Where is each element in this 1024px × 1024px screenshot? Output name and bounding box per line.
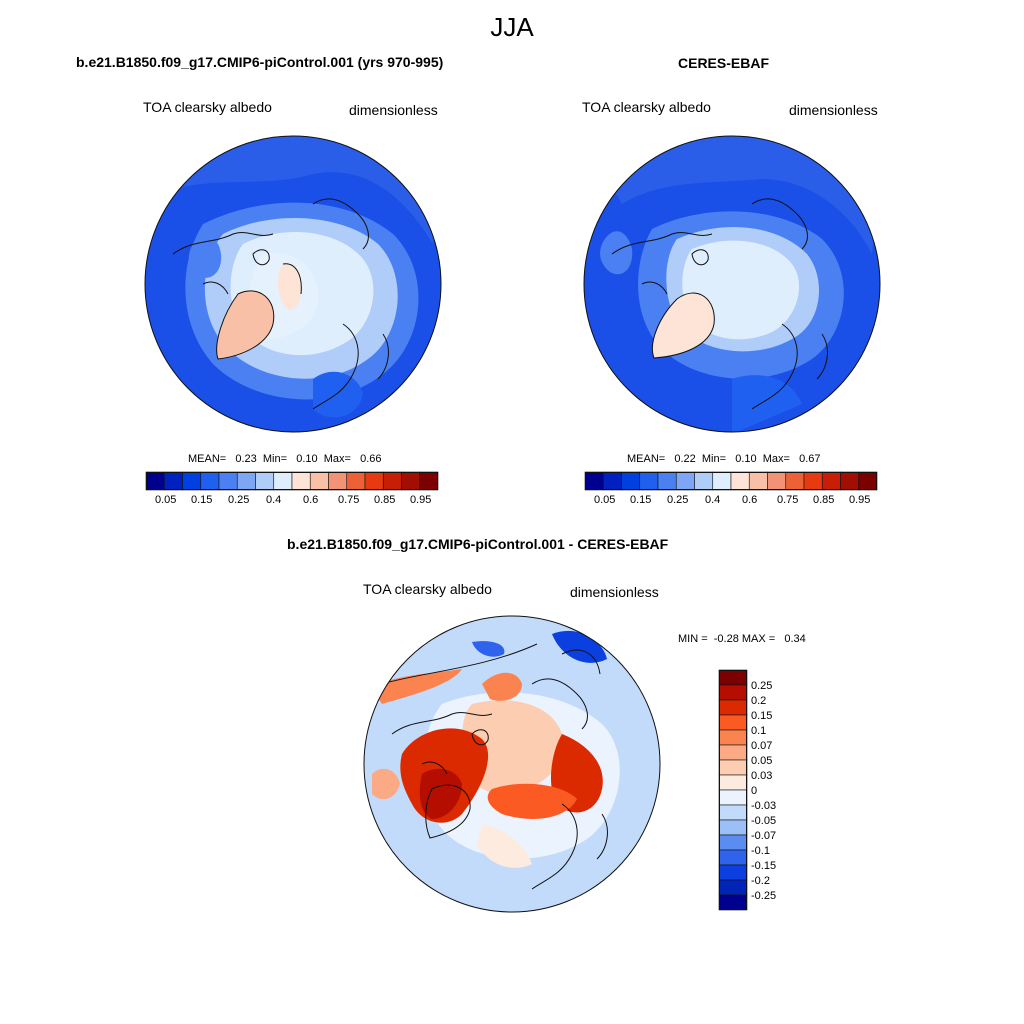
- colorbar-swatch: [401, 471, 421, 491]
- colorbar-swatch: [382, 471, 402, 491]
- colorbar-tick-model-3: 0.4: [266, 494, 282, 506]
- colorbar-tick-diff-11: -0.1: [751, 845, 770, 857]
- colorbar-swatch: [675, 471, 695, 491]
- colorbar-tick-obs-0: 0.05: [594, 494, 616, 506]
- colorbar-swatch: [840, 471, 860, 491]
- colorbar-swatch: [639, 471, 659, 491]
- colorbar-swatch: [718, 879, 748, 896]
- colorbar-swatch: [346, 471, 366, 491]
- colorbar-tick-diff-9: -0.05: [751, 815, 777, 827]
- colorbar-tick-model-1: 0.15: [191, 494, 213, 506]
- colorbar-tick-obs-1: 0.15: [630, 494, 652, 506]
- colorbar-swatch: [419, 471, 439, 491]
- colorbar-swatch: [255, 471, 275, 491]
- colorbar-tick-obs-7: 0.95: [849, 494, 871, 506]
- panel-title-model: b.e21.B1850.f09_g17.CMIP6-piControl.001 …: [76, 54, 444, 70]
- field-label-diff: TOA clearsky albedo: [363, 581, 492, 597]
- colorbar-swatch: [328, 471, 348, 491]
- colorbar-swatch: [785, 471, 805, 491]
- colorbar-diff: [718, 669, 748, 911]
- colorbar-swatch: [858, 471, 878, 491]
- colorbar-swatch: [767, 471, 787, 491]
- colorbar-swatch: [584, 471, 604, 491]
- colorbar-swatch: [803, 471, 823, 491]
- colorbar-swatch: [200, 471, 220, 491]
- colorbar-tick-diff-12: -0.15: [751, 860, 777, 872]
- colorbar-swatch: [718, 684, 748, 701]
- units-label-diff: dimensionless: [570, 584, 659, 600]
- colorbar-swatch: [145, 471, 165, 491]
- colorbar-tick-diff-10: -0.07: [751, 830, 777, 842]
- colorbar-tick-diff-5: 0.05: [751, 755, 773, 767]
- units-label-obs: dimensionless: [789, 102, 878, 118]
- colorbar-tick-obs-6: 0.85: [813, 494, 835, 506]
- colorbar-obs: [584, 471, 878, 491]
- colorbar-tick-diff-1: 0.2: [751, 695, 767, 707]
- colorbar-tick-model-5: 0.75: [338, 494, 360, 506]
- polar-map-obs: [583, 135, 881, 433]
- colorbar-tick-diff-6: 0.03: [751, 770, 773, 782]
- colorbar-swatch: [718, 729, 748, 746]
- page-title: JJA: [490, 12, 534, 42]
- colorbar-tick-diff-14: -0.25: [751, 890, 777, 902]
- colorbar-model: [145, 471, 439, 491]
- stats-text-model: MEAN= 0.23 Min= 0.10 Max= 0.66: [188, 453, 382, 465]
- colorbar-swatch: [718, 804, 748, 821]
- polar-map-model: [144, 135, 442, 433]
- colorbar-tick-diff-2: 0.15: [751, 710, 773, 722]
- polar-map-diff: [363, 615, 661, 913]
- colorbar-swatch: [602, 471, 622, 491]
- colorbar-swatch: [718, 834, 748, 851]
- colorbar-swatch: [218, 471, 238, 491]
- colorbar-tick-diff-13: -0.2: [751, 875, 770, 887]
- colorbar-swatch: [718, 699, 748, 716]
- colorbar-swatch: [291, 471, 311, 491]
- colorbar-swatch: [364, 471, 384, 491]
- colorbar-swatch: [730, 471, 750, 491]
- colorbar-tick-model-7: 0.95: [410, 494, 432, 506]
- colorbar-tick-diff-4: 0.07: [751, 740, 773, 752]
- colorbar-swatch: [748, 471, 768, 491]
- colorbar-tick-model-2: 0.25: [228, 494, 250, 506]
- colorbar-swatch: [718, 744, 748, 761]
- colorbar-swatch: [694, 471, 714, 491]
- colorbar-swatch: [718, 789, 748, 806]
- panel-title-obs: CERES-EBAF: [678, 55, 770, 71]
- panel-title-diff: b.e21.B1850.f09_g17.CMIP6-piControl.001 …: [287, 536, 669, 552]
- stats-text-obs: MEAN= 0.22 Min= 0.10 Max= 0.67: [627, 453, 821, 465]
- field-label-obs: TOA clearsky albedo: [582, 99, 711, 115]
- colorbar-swatch: [718, 669, 748, 686]
- colorbar-swatch: [718, 864, 748, 881]
- colorbar-swatch: [718, 819, 748, 836]
- colorbar-swatch: [309, 471, 329, 491]
- colorbar-tick-model-4: 0.6: [303, 494, 319, 506]
- colorbar-tick-obs-2: 0.25: [667, 494, 689, 506]
- colorbar-tick-diff-0: 0.25: [751, 680, 773, 692]
- colorbar-swatch: [718, 714, 748, 731]
- colorbar-swatch: [657, 471, 677, 491]
- colorbar-swatch: [718, 894, 748, 911]
- colorbar-swatch: [718, 849, 748, 866]
- colorbar-swatch: [163, 471, 183, 491]
- colorbar-tick-model-0: 0.05: [155, 494, 177, 506]
- colorbar-swatch: [718, 774, 748, 791]
- colorbar-swatch: [718, 759, 748, 776]
- colorbar-swatch: [236, 471, 256, 491]
- colorbar-swatch: [621, 471, 641, 491]
- colorbar-tick-diff-7: 0: [751, 785, 758, 797]
- colorbar-tick-obs-3: 0.4: [705, 494, 721, 506]
- field-label-model: TOA clearsky albedo: [143, 99, 272, 115]
- colorbar-swatch: [182, 471, 202, 491]
- stats-text-diff: MIN = -0.28 MAX = 0.34: [678, 633, 806, 645]
- colorbar-tick-obs-4: 0.6: [742, 494, 758, 506]
- colorbar-tick-model-6: 0.85: [374, 494, 396, 506]
- colorbar-tick-diff-8: -0.03: [751, 800, 777, 812]
- colorbar-swatch: [273, 471, 293, 491]
- colorbar-swatch: [712, 471, 732, 491]
- units-label-model: dimensionless: [349, 102, 438, 118]
- colorbar-tick-diff-3: 0.1: [751, 725, 767, 737]
- colorbar-swatch: [821, 471, 841, 491]
- colorbar-tick-obs-5: 0.75: [777, 494, 799, 506]
